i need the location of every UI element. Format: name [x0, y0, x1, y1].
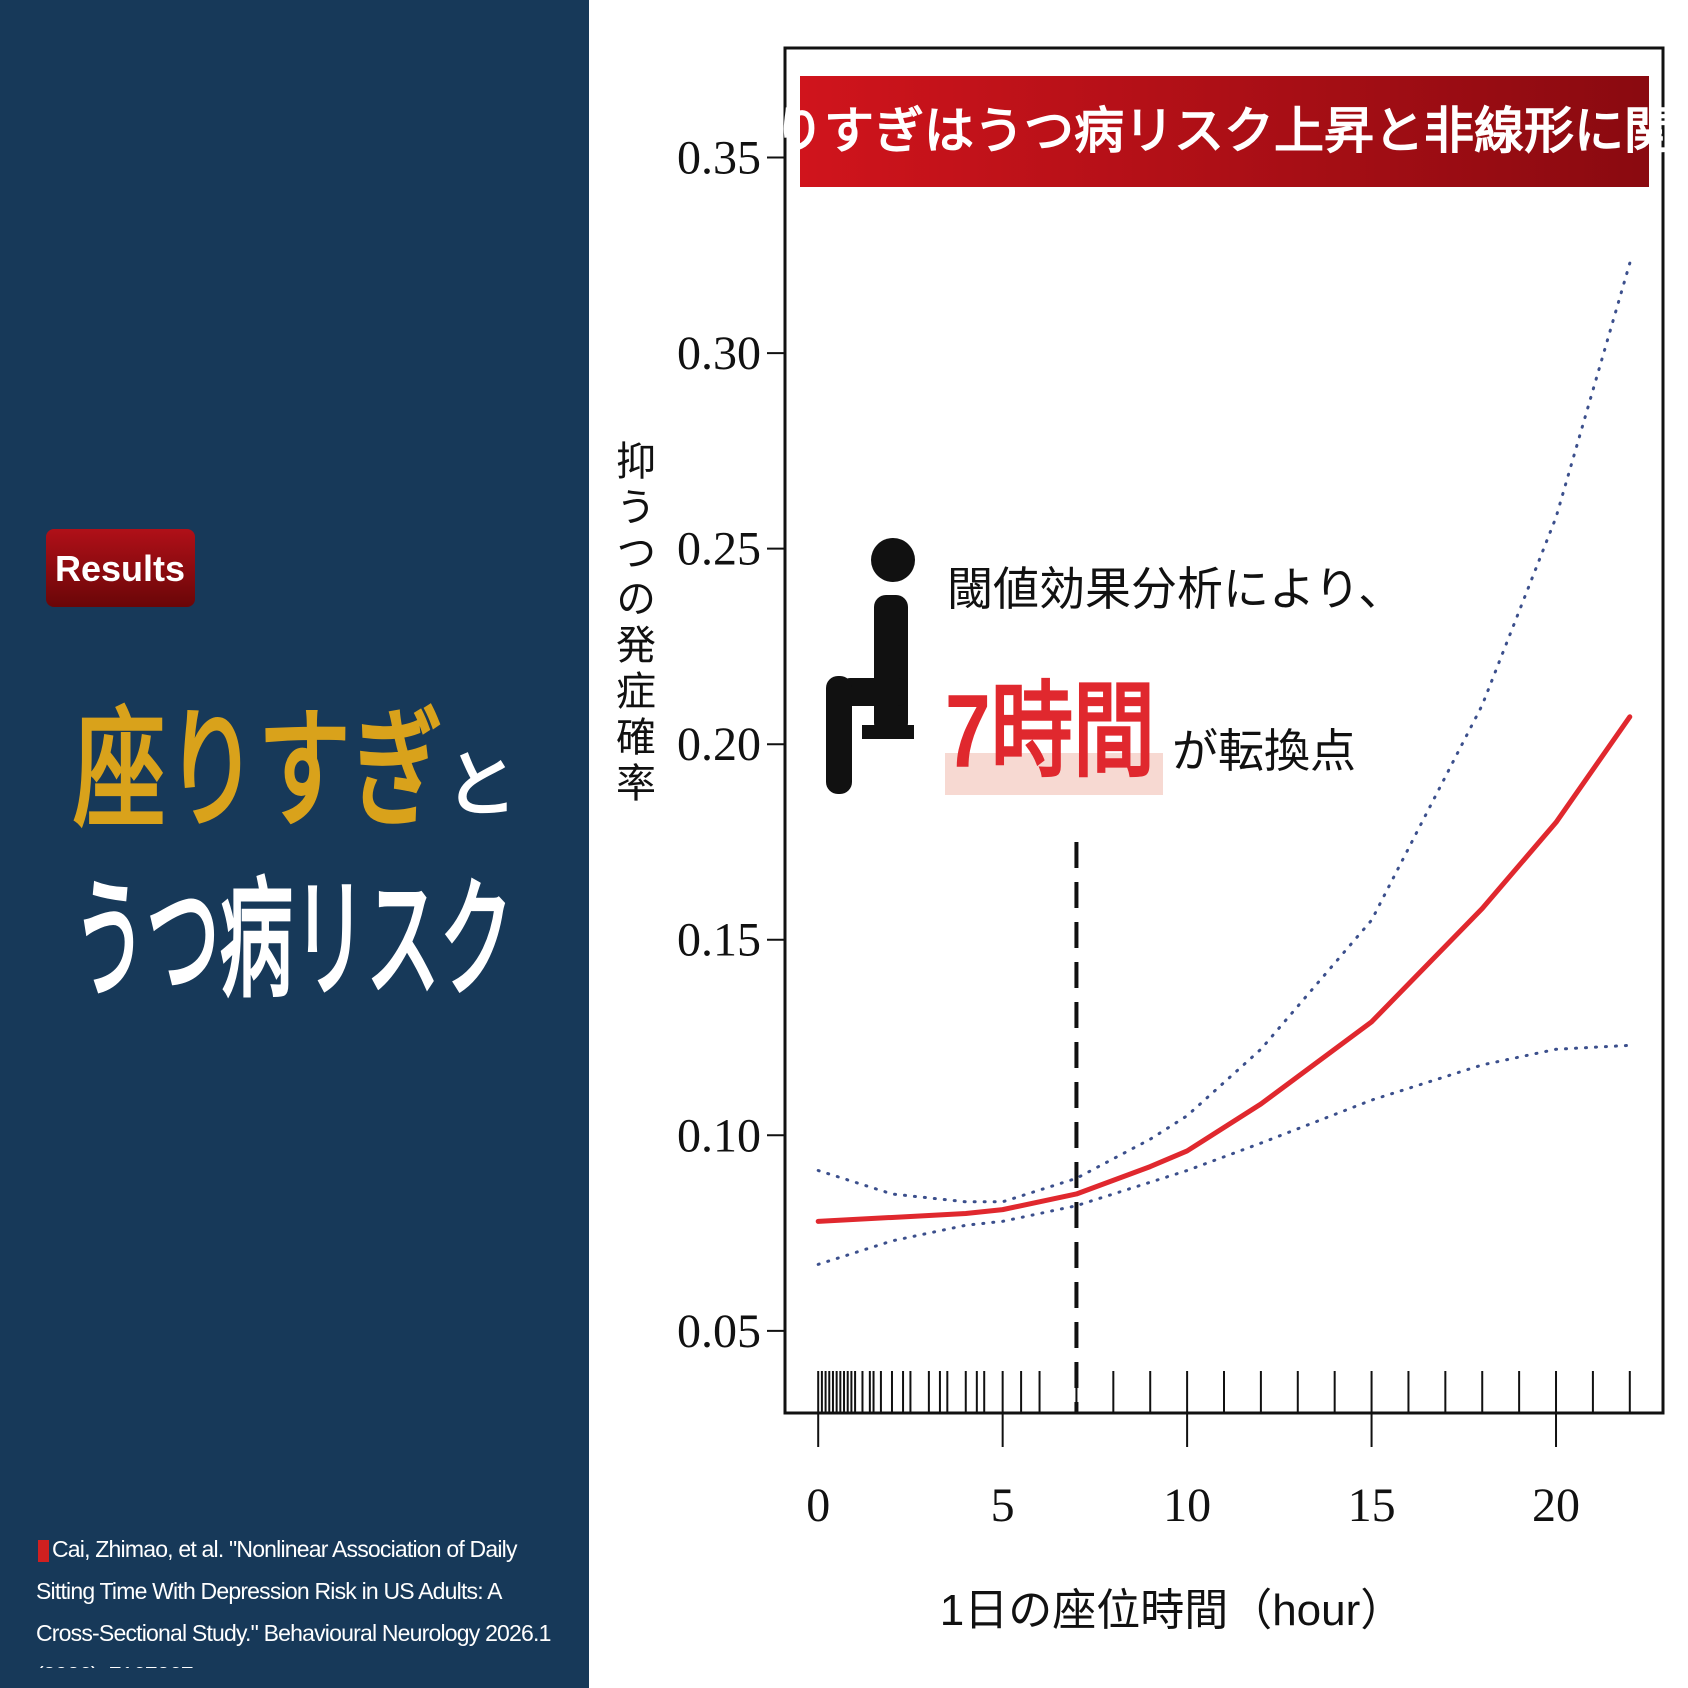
y-tick-label: 0.35: [677, 132, 761, 185]
x-tick-label: 0: [806, 1479, 830, 1532]
book-icon: [38, 1540, 49, 1562]
x-axis-label: 1日の座位時間（hour）: [940, 1586, 1405, 1635]
series-line: [816, 261, 1632, 1204]
y-tick-label: 0.10: [677, 1109, 761, 1162]
x-tick-label: 20: [1532, 1479, 1580, 1532]
sidebar-title: 座りすぎ: [73, 697, 443, 843]
annotation-highlight: 7時間: [945, 674, 1155, 790]
y-tick-label: 0.05: [677, 1305, 761, 1358]
y-axis-label: 抑うつの発症確率: [610, 440, 655, 808]
series-line: [816, 1043, 1632, 1266]
x-tick-label: 5: [991, 1479, 1015, 1532]
sidebar-bg: [0, 0, 589, 1688]
y-tick-label: 0.30: [677, 327, 761, 380]
person-icon: [826, 538, 915, 794]
chart-title: 座りすぎはうつ病リスク上昇と非線形に関連: [724, 103, 1688, 159]
x-tick-label: 15: [1348, 1479, 1396, 1532]
annotation: 閾値効果分析により、: [947, 563, 1404, 615]
title-banner: [800, 76, 1649, 187]
y-tick-label: 0.20: [677, 718, 761, 771]
sidebar-title: うつ病リスク: [73, 867, 513, 1013]
sidebar-title: と: [445, 746, 517, 826]
y-tick-label: 0.25: [677, 523, 761, 576]
citation: Cai, Zhimao, et al. "Nonlinear Associati…: [36, 1536, 551, 1668]
annotation: が転換点: [1172, 725, 1356, 777]
highlight-bg: [945, 753, 1163, 795]
citation-box: Cai, Zhimao, et al. "Nonlinear Associati…: [36, 1536, 551, 1668]
x-tick-label: 10: [1163, 1479, 1211, 1532]
y-tick-label: 0.15: [677, 914, 761, 967]
badge-text: Results: [55, 548, 185, 589]
badge: [46, 529, 195, 607]
series-line: [815, 714, 1633, 1224]
